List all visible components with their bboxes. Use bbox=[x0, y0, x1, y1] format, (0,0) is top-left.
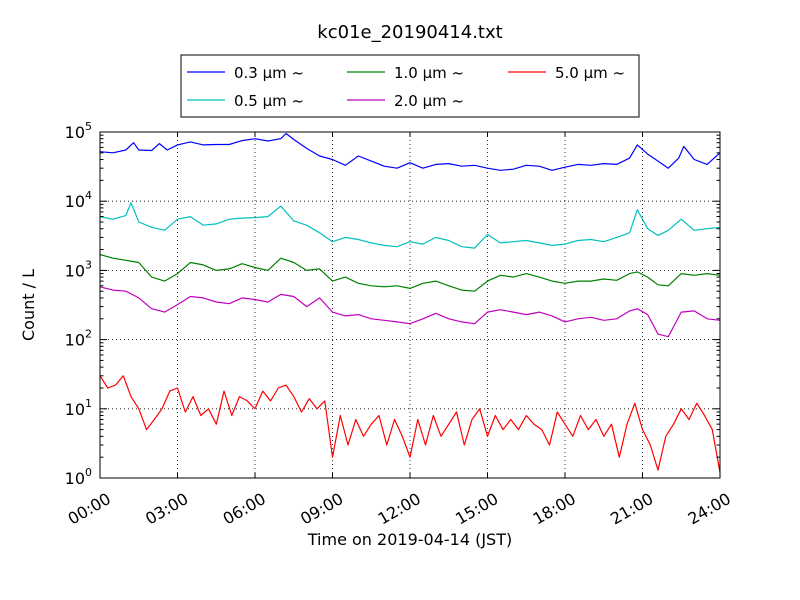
x-tick-labels: 00:00 03:00 06:00 09:00 12:00 15:00 18:00 21:00… bbox=[65, 489, 734, 529]
legend-entry: 5.0 μm ~ bbox=[555, 64, 625, 82]
x-tick-label: 21:00 bbox=[607, 489, 656, 529]
y-tick-base: 10 bbox=[65, 123, 85, 142]
y-tick-label: 102 bbox=[65, 328, 92, 350]
y-tick-exponent: 5 bbox=[85, 120, 92, 133]
series-line-5 bbox=[99, 375, 721, 473]
legend-entry: 2.0 μm ~ bbox=[394, 92, 464, 110]
series-line-2 bbox=[99, 202, 721, 249]
y-tick-label: 104 bbox=[65, 189, 92, 211]
axis-ticks bbox=[99, 131, 721, 479]
y-tick-label: 101 bbox=[65, 397, 92, 419]
x-tick-label: 15:00 bbox=[452, 489, 501, 529]
series-lines bbox=[99, 132, 721, 473]
y-tick-label: 103 bbox=[65, 258, 92, 280]
x-tick-label: 06:00 bbox=[220, 489, 269, 529]
x-axis-label: Time on 2019-04-14 (JST) bbox=[307, 530, 512, 549]
x-tick-label: 18:00 bbox=[530, 489, 579, 529]
y-tick-base: 10 bbox=[65, 192, 85, 211]
y-tick-exponent: 2 bbox=[85, 328, 92, 341]
legend: 0.3 μm ~ 0.5 μm ~ 1.0 μm ~ 2.0 μm ~ 5.0 μm ~ bbox=[180, 54, 640, 118]
legend-entry: 0.5 μm ~ bbox=[234, 92, 304, 110]
y-tick-label: 105 bbox=[65, 120, 92, 142]
x-tick-label: 24:00 bbox=[685, 489, 734, 529]
y-tick-base: 10 bbox=[65, 331, 85, 350]
x-tick-label: 12:00 bbox=[375, 489, 424, 529]
y-axis-label: Count / L bbox=[19, 269, 38, 341]
legend-entry: 1.0 μm ~ bbox=[394, 64, 464, 82]
x-tick-label: 09:00 bbox=[297, 489, 346, 529]
y-tick-exponent: 4 bbox=[85, 189, 92, 202]
y-tick-label: 100 bbox=[65, 466, 92, 488]
x-tick-label: 03:00 bbox=[142, 489, 191, 529]
y-tick-exponent: 0 bbox=[85, 466, 92, 479]
y-tick-exponent: 3 bbox=[85, 258, 92, 271]
series-line-4 bbox=[99, 286, 721, 338]
y-tick-exponent: 1 bbox=[85, 397, 92, 410]
x-tick-label: 00:00 bbox=[65, 489, 114, 529]
series-line-3 bbox=[99, 253, 721, 292]
legend-box bbox=[180, 54, 640, 118]
chart-title: kc01e_20190414.txt bbox=[317, 22, 502, 43]
y-tick-base: 10 bbox=[65, 400, 85, 419]
series-line-1 bbox=[99, 132, 721, 171]
legend-entry: 0.3 μm ~ bbox=[234, 64, 304, 82]
y-tick-base: 10 bbox=[65, 469, 85, 488]
y-tick-base: 10 bbox=[65, 261, 85, 280]
gridlines bbox=[100, 132, 720, 478]
